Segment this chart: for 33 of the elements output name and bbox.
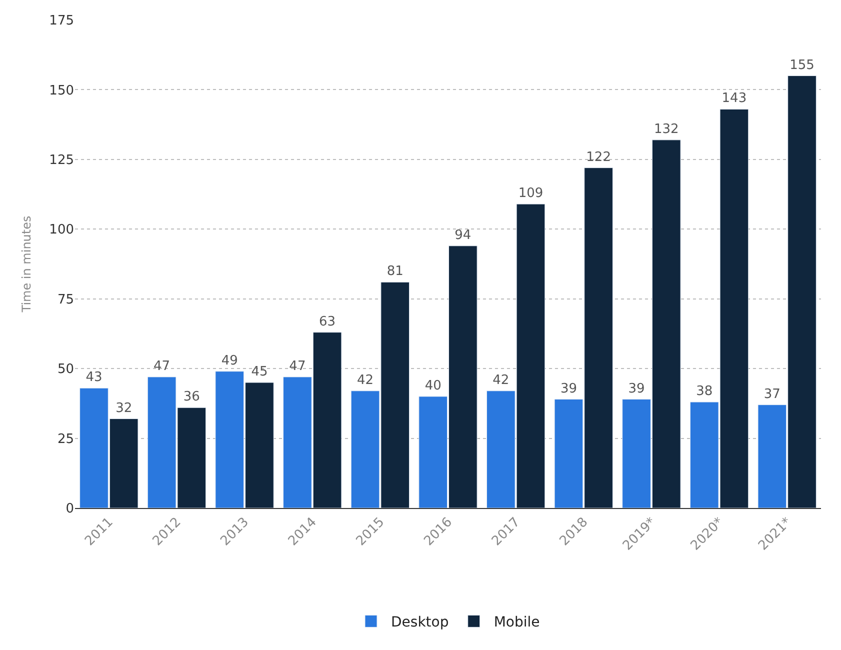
data-label: 40 [424,378,442,394]
data-label: 32 [116,400,132,416]
data-label: 122 [586,150,611,165]
data-label: 36 [183,390,200,405]
data-label: 63 [319,314,336,330]
data-label: 43 [86,370,102,386]
y-tick-label: 50 [57,362,74,378]
y-tick-label: 75 [57,292,74,308]
data-label: 42 [492,372,510,388]
y-tick-label: 150 [49,83,74,98]
data-label: 109 [518,186,544,202]
y-tick-label: 100 [49,222,74,238]
data-label: 132 [654,122,679,137]
legend-label: Desktop [391,614,449,631]
y-axis-title: Time in minutes [19,216,34,314]
y-tick-label: 25 [57,432,74,447]
data-label: 42 [356,372,374,388]
data-label: 39 [560,381,577,396]
y-tick-label: 125 [49,152,74,168]
data-label: 37 [764,386,780,402]
data-label: 94 [454,228,472,243]
y-tick-label: 0 [66,502,74,517]
legend-label: Mobile [494,614,540,631]
data-label: 47 [289,358,306,374]
data-label: 38 [696,384,713,400]
data-label: 39 [628,381,645,396]
data-label: 45 [251,364,268,380]
data-label: 155 [790,58,814,73]
y-tick-label: 175 [49,14,74,29]
data-label: 81 [386,264,404,280]
data-label: 47 [154,358,170,374]
data-label: 49 [221,353,238,368]
data-label: 143 [722,91,747,106]
